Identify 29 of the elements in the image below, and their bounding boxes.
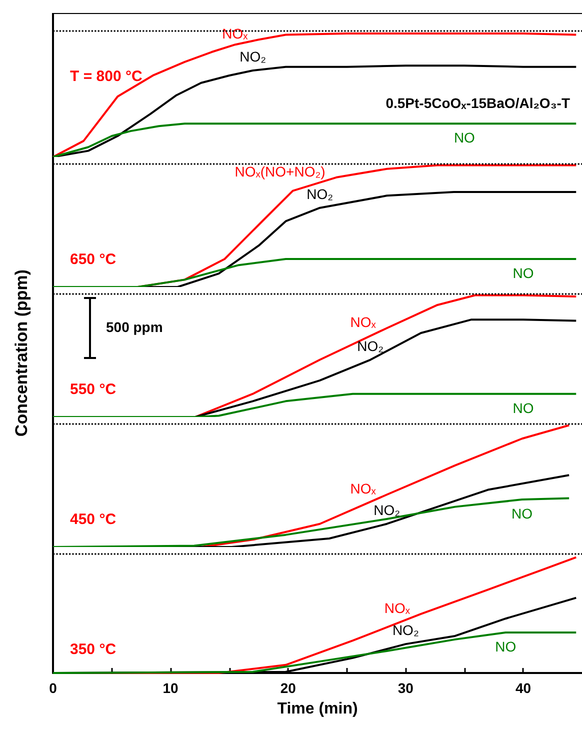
series-label: NO [512, 264, 534, 281]
series-label: NO₂ [357, 338, 384, 354]
x-axis-title: Time (min) [277, 700, 358, 718]
x-tick-label: 20 [280, 680, 296, 696]
y-axis-title: Concentration (ppm) [12, 269, 32, 437]
annotation: 0.5Pt-5CoOₓ-15BaO/Al₂O₃-T [386, 95, 570, 111]
series-label: NOₓ [350, 480, 376, 497]
series-label: NO [512, 506, 533, 522]
annotation: 500 ppm [106, 319, 163, 335]
series-label: NO [454, 130, 476, 146]
annotation: 650 °C [70, 251, 116, 268]
series-label: NOₓ [350, 314, 376, 330]
series-label: NO₂ [374, 502, 400, 518]
series-label: NOₓ [384, 600, 410, 616]
series-label: NO₂ [392, 622, 419, 638]
series-label: NO₂ [306, 186, 334, 202]
series-label: NO [512, 400, 534, 416]
series-label: NO₂ [240, 48, 266, 65]
annotation: 550 °C [70, 381, 116, 398]
x-tick-label: 0 [49, 680, 58, 696]
x-tick-label: 30 [398, 680, 414, 696]
annotation: 350 °C [70, 641, 116, 658]
x-tick-label: 40 [515, 680, 532, 696]
annotation: T = 800 °C [70, 68, 142, 85]
x-tick-label: 10 [162, 680, 179, 696]
series-label: NOₓ(NO+NO₂) [234, 163, 326, 180]
annotation: 450 °C [70, 511, 116, 528]
series-label: NOₓ [222, 26, 248, 42]
series-label: NO [495, 638, 516, 654]
